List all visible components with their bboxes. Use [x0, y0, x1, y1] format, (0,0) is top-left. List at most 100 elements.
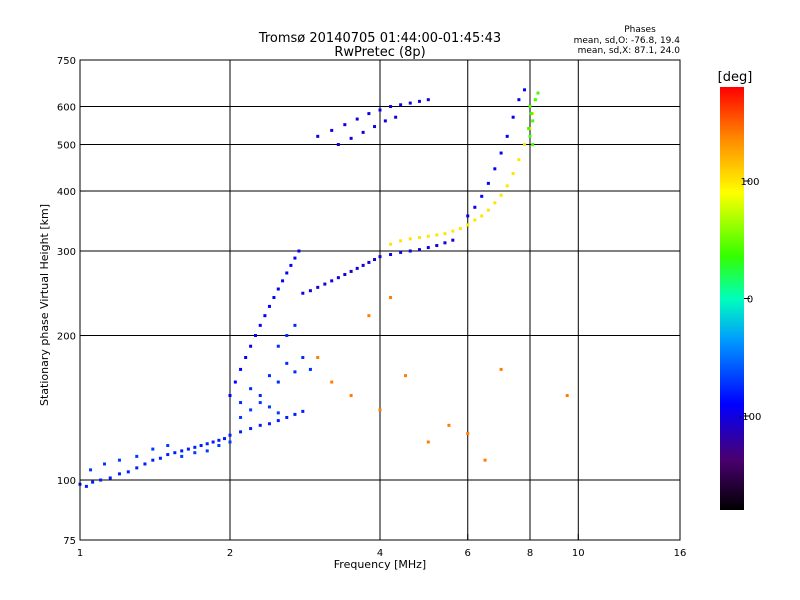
data-point [523, 88, 527, 92]
data-point [511, 115, 515, 119]
data-point [483, 458, 487, 462]
data-point [499, 151, 503, 155]
colorbar-tick-label: 0 [747, 295, 753, 306]
data-point [408, 237, 412, 241]
data-point [267, 422, 271, 426]
data-point [373, 125, 377, 129]
data-point [417, 236, 421, 240]
data-point [435, 244, 439, 248]
y-axis: 75 100 200 300 400 500 600 750 [57, 56, 86, 547]
data-point [349, 136, 353, 140]
data-point [89, 468, 93, 472]
data-point [355, 266, 359, 270]
data-point [426, 234, 430, 238]
x-tick-label: 2 [227, 548, 233, 559]
data-point [272, 296, 276, 300]
data-point [199, 444, 203, 448]
data-point [523, 143, 527, 147]
data-point [223, 437, 227, 441]
colorbar [720, 87, 744, 510]
data-point [343, 123, 347, 127]
data-point [205, 449, 209, 453]
data-point [517, 158, 521, 162]
data-point [323, 282, 327, 286]
data-point [361, 130, 365, 134]
data-point [529, 112, 533, 116]
data-point [258, 401, 262, 405]
data-point [285, 361, 289, 365]
x-tick-label: 8 [527, 548, 533, 559]
data-point [267, 405, 271, 409]
data-point [217, 444, 221, 448]
data-point [466, 214, 470, 218]
data-point [267, 374, 271, 378]
data-point [135, 454, 139, 458]
data-point [276, 380, 280, 384]
y-tick-label: 300 [57, 247, 76, 258]
data-point [383, 119, 387, 123]
y-tick-label: 600 [57, 103, 76, 114]
data-point [417, 248, 421, 252]
x-axis: 1 2 4 6 8 10 16 [77, 534, 687, 559]
data-point [316, 355, 320, 359]
data-point [108, 476, 112, 480]
data-point [135, 466, 139, 470]
data-point [443, 232, 447, 236]
data-point [408, 101, 412, 105]
y-tick-label: 75 [63, 536, 76, 547]
stats-heading: Phases [624, 25, 656, 35]
data-point [249, 387, 253, 391]
colorbar-tick-label: 100 [740, 177, 759, 188]
data-point [389, 242, 393, 246]
data-point [378, 108, 382, 112]
data-point [193, 445, 197, 449]
data-point [336, 276, 340, 280]
stats-o-line: mean, sd,O: -76.8, 19.4 [574, 36, 681, 46]
data-point [389, 253, 393, 257]
data-point [258, 394, 262, 398]
data-point [399, 239, 403, 243]
data-point [244, 355, 248, 359]
data-point [166, 453, 170, 457]
data-point [301, 355, 305, 359]
data-point [399, 250, 403, 254]
colorbar-label: [deg] [718, 70, 753, 85]
data-point [276, 287, 280, 291]
data-point [239, 430, 243, 434]
data-point [330, 128, 334, 132]
data-point [249, 408, 253, 412]
y-tick-label: 200 [57, 332, 76, 343]
data-point [367, 314, 371, 318]
data-point [426, 440, 430, 444]
data-point [394, 115, 398, 119]
data-point [533, 98, 537, 102]
data-point [531, 119, 535, 123]
x-tick-label: 16 [674, 548, 687, 559]
data-point [536, 91, 540, 95]
data-point [330, 279, 334, 283]
data-point [233, 380, 237, 384]
data-point [293, 323, 297, 327]
data-point [239, 367, 243, 371]
data-point [399, 103, 403, 107]
data-point [336, 143, 340, 147]
data-point [293, 412, 297, 416]
data-point [258, 423, 262, 427]
data-point [493, 201, 497, 205]
grid [80, 60, 680, 540]
data-point [480, 214, 484, 218]
data-point [373, 258, 377, 262]
data-point [308, 367, 312, 371]
data-point [99, 478, 103, 482]
y-tick-label: 100 [57, 476, 76, 487]
data-point [166, 444, 170, 448]
data-point [426, 98, 430, 102]
colorbar-tick-label: -100 [739, 412, 762, 423]
data-point [565, 394, 569, 398]
data-point [378, 255, 382, 259]
data-point [205, 442, 209, 446]
data-point [211, 440, 215, 444]
data-point [117, 458, 121, 462]
x-tick-label: 1 [77, 548, 83, 559]
data-point [301, 291, 305, 295]
